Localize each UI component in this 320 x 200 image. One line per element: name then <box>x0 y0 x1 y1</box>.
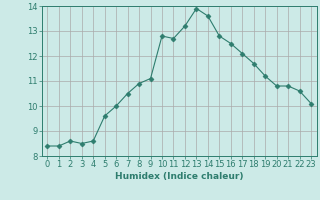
X-axis label: Humidex (Indice chaleur): Humidex (Indice chaleur) <box>115 172 244 181</box>
